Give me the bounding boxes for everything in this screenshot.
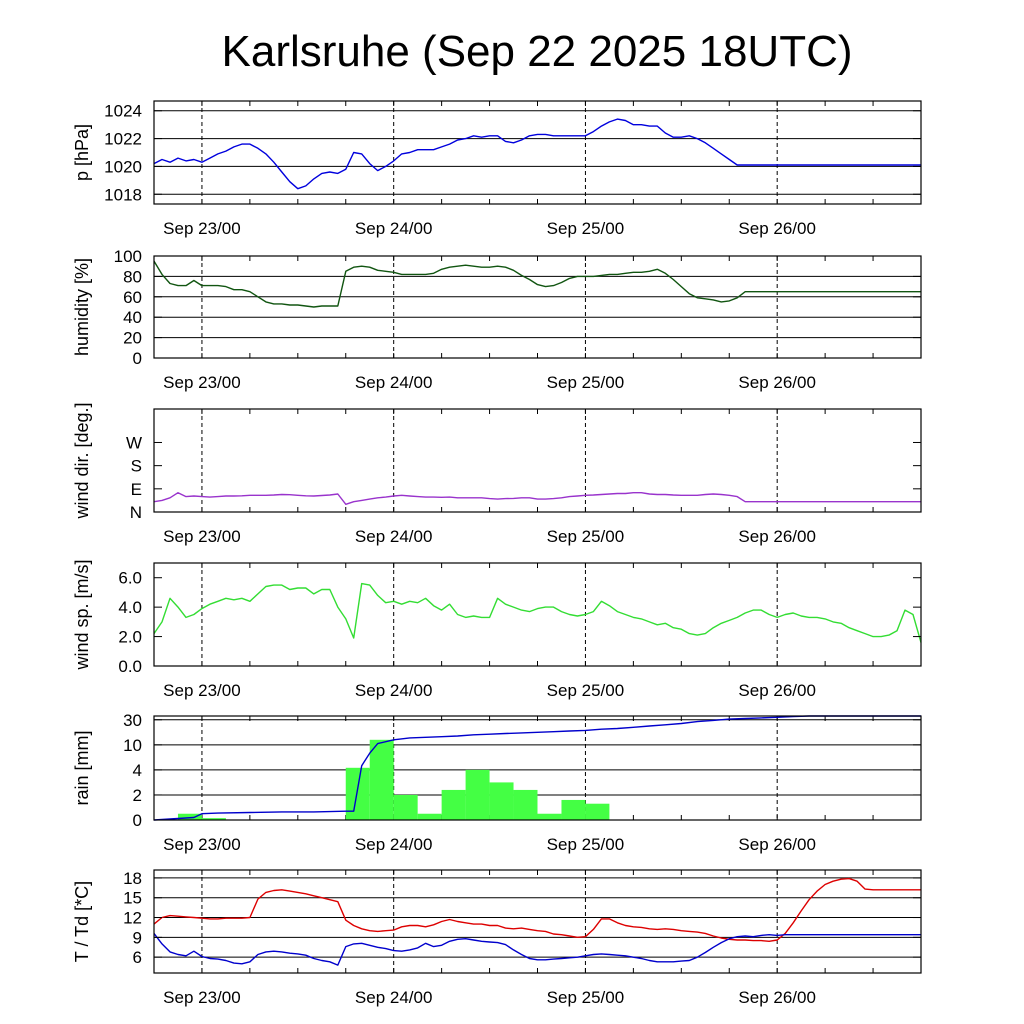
y-tick-label: 100 <box>114 247 142 266</box>
y-tick-label: 40 <box>123 308 142 327</box>
rain-bar <box>465 769 490 820</box>
x-tick-label: Sep 26/00 <box>738 527 816 546</box>
y-tick-label: 0 <box>133 811 142 830</box>
y-tick-label: W <box>126 433 142 452</box>
y-axis-label: rain [mm] <box>72 730 92 805</box>
x-tick-label: Sep 24/00 <box>355 219 433 238</box>
y-axis-label: T / Td [*C] <box>72 881 92 962</box>
plot-frame <box>153 408 922 513</box>
x-tick-label: Sep 26/00 <box>738 988 816 1007</box>
x-tick-label: Sep 24/00 <box>355 527 433 546</box>
series-line-0 <box>153 582 922 643</box>
y-tick-label: 15 <box>123 889 142 908</box>
x-tick-label: Sep 23/00 <box>163 835 241 854</box>
y-tick-label: 1022 <box>104 130 142 149</box>
chart-title: Karlsruhe (Sep 22 2025 18UTC) <box>222 27 853 76</box>
y-tick-label: 60 <box>123 288 142 307</box>
x-tick-label: Sep 25/00 <box>547 681 625 700</box>
x-tick-label: Sep 26/00 <box>738 681 816 700</box>
x-tick-label: Sep 26/00 <box>738 373 816 392</box>
y-tick-label: 6.0 <box>118 569 142 588</box>
x-tick-label: Sep 24/00 <box>355 988 433 1007</box>
series-line-0 <box>153 492 921 505</box>
x-tick-label: Sep 23/00 <box>163 527 241 546</box>
panel-3: 0.0 2.0 4.0 6.0 wind sp. [m/s] Sep 23/00 Sep 2… <box>72 559 922 700</box>
y-tick-label: 6 <box>133 948 142 967</box>
y-tick-label: N <box>130 503 142 522</box>
x-tick-label: Sep 25/00 <box>547 527 625 546</box>
series-line-0 <box>153 260 921 308</box>
y-tick-label: 10 <box>123 736 142 755</box>
rain-bar <box>369 739 394 820</box>
rain-bar <box>393 794 418 820</box>
x-tick-label: Sep 26/00 <box>738 835 816 854</box>
rain-bar <box>489 782 514 820</box>
rain-bar <box>537 813 562 820</box>
plot-frame <box>153 869 922 974</box>
x-tick-label: Sep 25/00 <box>547 988 625 1007</box>
rain-bar <box>561 799 586 820</box>
y-axis-label: wind dir. [deg.] <box>72 402 92 519</box>
y-tick-label: 30 <box>123 711 142 730</box>
y-tick-label: 12 <box>123 909 142 928</box>
y-tick-label: 80 <box>123 267 142 286</box>
y-tick-label: 2 <box>133 786 142 805</box>
x-tick-label: Sep 24/00 <box>355 373 433 392</box>
x-tick-label: Sep 24/00 <box>355 681 433 700</box>
y-tick-label: 18 <box>123 869 142 888</box>
y-tick-label: 20 <box>123 329 142 348</box>
x-tick-label: Sep 23/00 <box>163 373 241 392</box>
rain-bar <box>177 813 202 820</box>
rain-bar <box>585 803 610 820</box>
y-tick-label: 1020 <box>104 157 142 176</box>
x-tick-label: Sep 23/00 <box>163 219 241 238</box>
panel-0: 1018 1020 1022 1024 p [hPa] Sep 23/00 Sep 24/0… <box>72 100 922 238</box>
y-tick-label: 9 <box>133 928 142 947</box>
x-tick-label: Sep 25/00 <box>547 219 625 238</box>
plot-frame <box>153 255 922 359</box>
y-tick-label: 4 <box>133 761 142 780</box>
series-line-0 <box>153 118 921 190</box>
y-tick-label: 0 <box>133 349 142 368</box>
x-tick-label: Sep 26/00 <box>738 219 816 238</box>
y-tick-label: 1018 <box>104 185 142 204</box>
y-axis-label: wind sp. [m/s] <box>72 559 92 670</box>
plot-frame <box>153 100 922 205</box>
y-tick-label: 2.0 <box>118 628 142 647</box>
y-tick-label: 4.0 <box>118 598 142 617</box>
rain-bar <box>417 813 442 820</box>
x-tick-label: Sep 25/00 <box>547 373 625 392</box>
x-tick-label: Sep 24/00 <box>355 835 433 854</box>
y-tick-label: E <box>131 480 142 499</box>
series-line-1 <box>153 932 921 966</box>
y-tick-label: 1024 <box>104 102 142 121</box>
rain-bar <box>345 767 370 820</box>
x-tick-label: Sep 23/00 <box>163 988 241 1007</box>
y-tick-label: S <box>131 457 142 476</box>
rain-bar <box>201 818 226 820</box>
rain-bar <box>441 789 466 820</box>
plot-frame <box>153 562 922 667</box>
y-tick-label: 0.0 <box>118 657 142 676</box>
plot-frame <box>153 715 922 821</box>
y-axis-label: humidity [%] <box>72 258 92 356</box>
x-tick-label: Sep 25/00 <box>547 835 625 854</box>
x-tick-label: Sep 23/00 <box>163 681 241 700</box>
rain-bar <box>513 789 538 820</box>
panel-4: 0 2 4 10 30 rain [mm] Sep 23/00 Sep 24/00 Sep 25… <box>72 711 922 854</box>
series-line-0 <box>153 877 921 942</box>
y-axis-label: p [hPa] <box>72 124 92 181</box>
